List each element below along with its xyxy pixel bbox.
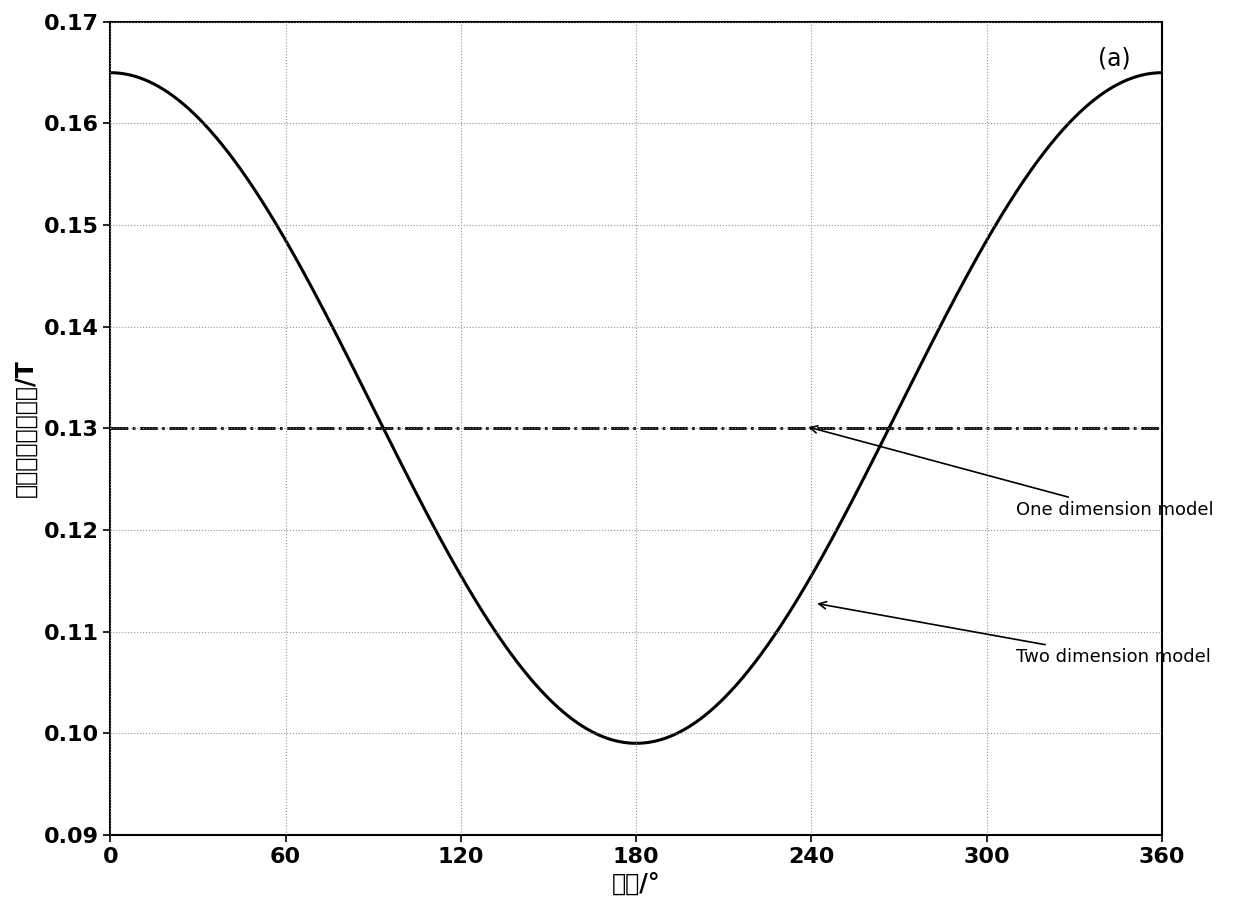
- Y-axis label: 阴极角向磁场强度/T: 阴极角向磁场强度/T: [14, 359, 38, 497]
- Text: Two dimension model: Two dimension model: [818, 602, 1210, 666]
- X-axis label: 角度/°: 角度/°: [611, 872, 661, 896]
- Text: One dimension model: One dimension model: [810, 426, 1214, 519]
- Text: (a): (a): [1097, 46, 1131, 70]
